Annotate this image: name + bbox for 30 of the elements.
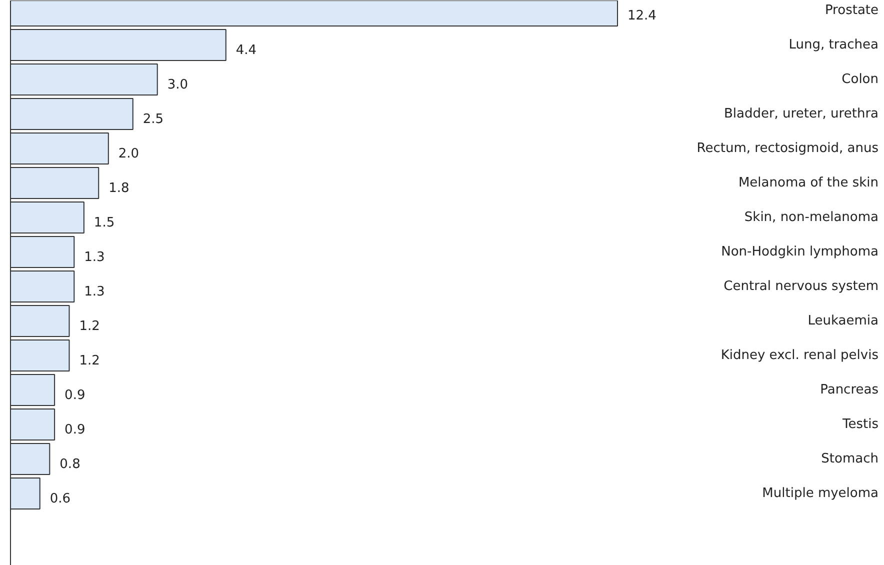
data-label: 0.9	[64, 422, 86, 438]
y-tick-label: Non-Hodgkin lymphoma	[721, 244, 879, 260]
data-label: 0.6	[50, 492, 71, 506]
y-tick-label: Melanoma of the skin	[738, 176, 878, 190]
y-tick-label: Pancreas	[820, 382, 879, 398]
data-label: 1.3	[84, 284, 105, 300]
data-label: 1.2	[79, 354, 100, 368]
data-label: 2.0	[118, 146, 140, 162]
y-tick-label: Skin, non-melanoma	[744, 210, 879, 225]
y-tick-label: Central nervous system	[724, 279, 879, 294]
data-label: 1.8	[108, 181, 130, 196]
y-tick-label: Stomach	[821, 452, 879, 466]
data-label: 1.2	[79, 319, 100, 334]
data-label: 0.9	[64, 388, 86, 403]
y-tick-label: Colon	[842, 72, 879, 87]
y-tick-label: Multiple myeloma	[762, 486, 879, 501]
y-tick-label: Prostate	[824, 3, 879, 18]
data-label: 4.4	[236, 43, 257, 58]
y-tick-label: Rectum, rectosigmoid, anus	[696, 141, 879, 156]
y-tick-label: Kidney excl. renal pelvis	[720, 348, 879, 363]
data-label: 1.3	[84, 250, 105, 265]
y-tick-label: Leukaemia	[808, 314, 879, 328]
data-label: 0.8	[60, 457, 80, 472]
data-label: 12.4	[628, 8, 656, 24]
y-tick-label: Bladder, ureter, urethra	[724, 106, 879, 122]
data-label: 1.5	[94, 216, 115, 230]
y-tick-label: Lung, trachea	[788, 38, 879, 52]
data-label: 3.0	[167, 78, 188, 92]
y-tick-label: Testis	[842, 417, 879, 432]
data-label: 2.5	[142, 112, 164, 127]
